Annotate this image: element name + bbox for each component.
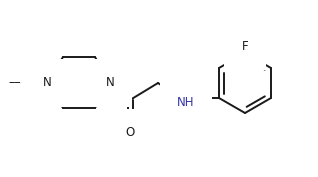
Text: O: O <box>125 127 135 139</box>
Text: —: — <box>8 76 20 90</box>
Text: —: — <box>20 82 21 83</box>
Text: —: — <box>14 82 15 83</box>
Text: N: N <box>43 76 52 90</box>
Text: N: N <box>106 76 114 90</box>
Text: NH: NH <box>177 96 195 109</box>
Text: F: F <box>242 39 248 53</box>
